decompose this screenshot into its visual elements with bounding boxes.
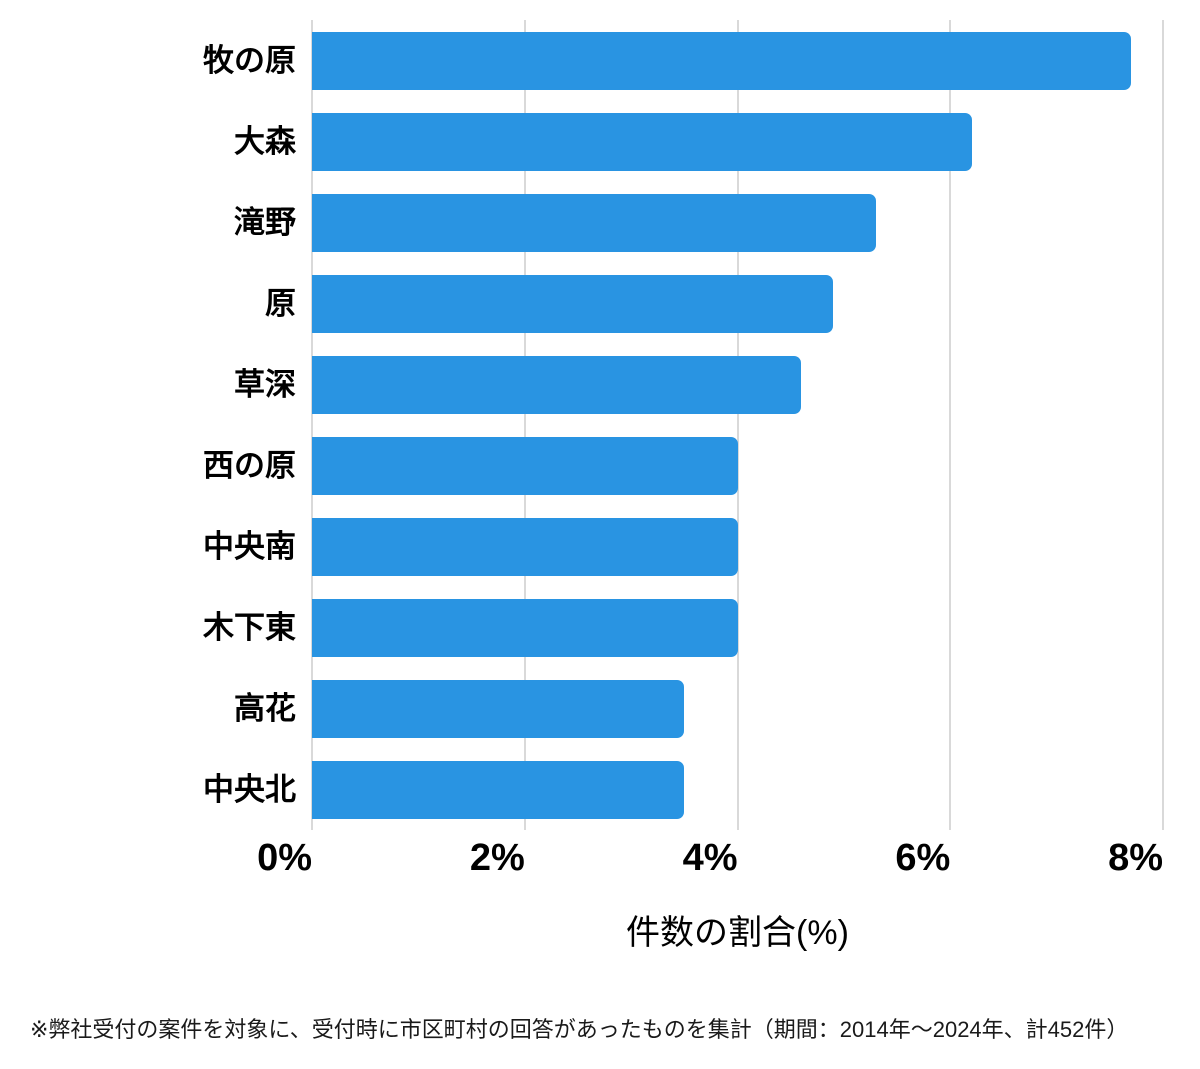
bar-row: [312, 20, 1163, 101]
bar-row: [312, 506, 1163, 587]
gridline: [523, 20, 526, 830]
bar-row: [312, 344, 1163, 425]
x-tick-label: 6%: [895, 837, 951, 879]
bar-row: [312, 668, 1163, 749]
category-label: 中央南: [203, 529, 296, 564]
category-labels: 牧の原大森滝野原草深西の原中央南木下東高花中央北: [0, 20, 312, 830]
x-tick-label: 2%: [469, 837, 525, 879]
category-row: 西の原: [0, 425, 296, 506]
bar-row: [312, 182, 1163, 263]
category-row: 中央南: [0, 506, 296, 587]
category-label: 草深: [234, 367, 296, 402]
gridline: [736, 20, 739, 830]
x-tick-label: 8%: [1108, 837, 1163, 879]
bar: [312, 355, 802, 414]
footnote: ※弊社受付の案件を対象に、受付時に市区町村の回答があったものを集計（期間：201…: [30, 1017, 1129, 1042]
bar: [312, 598, 738, 657]
category-label: 木下東: [203, 610, 296, 645]
x-tick-label: 4%: [682, 837, 738, 879]
category-row: 高花: [0, 668, 296, 749]
category-label: 滝野: [234, 205, 296, 240]
gridline: [311, 20, 313, 830]
bars-container: [312, 20, 1163, 830]
bar: [312, 679, 685, 738]
category-row: 大森: [0, 101, 296, 182]
bar-row: [312, 101, 1163, 182]
bar: [312, 193, 876, 252]
category-row: 木下東: [0, 587, 296, 668]
category-label: 大森: [234, 124, 296, 159]
category-row: 滝野: [0, 182, 296, 263]
gridline: [949, 20, 952, 830]
category-label: 牧の原: [203, 43, 296, 78]
x-axis-label: 件数の割合(%): [626, 914, 849, 952]
bar: [312, 31, 1132, 90]
bar: [312, 517, 738, 576]
category-row: 原: [0, 263, 296, 344]
bar-row: [312, 749, 1163, 830]
bar: [312, 274, 834, 333]
category-row: 中央北: [0, 749, 296, 830]
x-axis-ticks: 0% 2% 4% 6% 8%: [257, 836, 1163, 888]
bar-row: [312, 587, 1163, 668]
bar-row: [312, 425, 1163, 506]
plot-area: [311, 20, 1164, 830]
category-label: 高花: [234, 691, 296, 726]
x-tick-label: 0%: [257, 837, 312, 879]
category-label: 中央北: [203, 772, 296, 807]
bar-row: [312, 263, 1163, 344]
bar: [312, 112, 972, 171]
category-row: 牧の原: [0, 20, 296, 101]
bar: [312, 760, 685, 819]
gridline: [1162, 20, 1164, 830]
bar: [312, 436, 738, 495]
category-label: 西の原: [203, 448, 296, 483]
category-row: 草深: [0, 344, 296, 425]
category-label: 原: [265, 286, 296, 321]
